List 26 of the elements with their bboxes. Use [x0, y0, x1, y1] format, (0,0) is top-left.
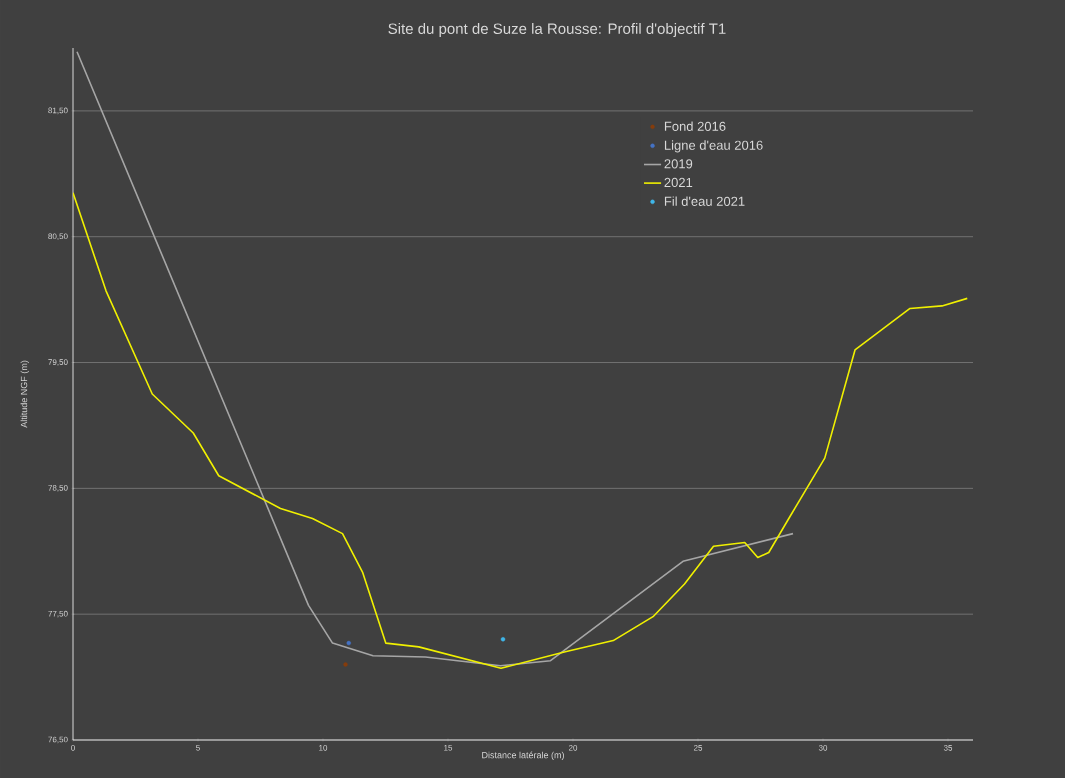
y-tick-label: 78,50: [48, 485, 68, 492]
x-tick-label: 5: [196, 745, 200, 751]
x-tick-label: 10: [319, 745, 328, 751]
legend-label: Ligne d'eau 2016: [664, 140, 763, 153]
legend-label: 2019: [664, 159, 693, 169]
x-tick-label: 30: [818, 745, 828, 751]
y-tick-label: 80,50: [48, 233, 68, 241]
point: [500, 637, 506, 642]
y-tick-label: 76,50: [48, 736, 68, 744]
x-tick-label: 20: [568, 745, 578, 751]
legend-label: Fond 2016: [664, 121, 726, 131]
x-tick-label: 0: [71, 745, 75, 751]
x-tick-label: 25: [693, 745, 703, 751]
y-axis-title: Altitude NGF (m): [20, 360, 29, 428]
point: [343, 662, 348, 667]
y-tick-label: 81,50: [48, 107, 68, 115]
legend-label: 2021: [664, 177, 693, 188]
chart-title: Site du pont de Suze la Rousse: Profil d'objectif T1: [388, 23, 726, 37]
x-tick-label: 15: [444, 745, 453, 751]
point: [346, 640, 351, 646]
x-axis-title: Distance latérale (m): [482, 751, 564, 761]
y-tick-label: 77,50: [48, 610, 68, 618]
legend-label: Fil d'eau 2021: [664, 196, 745, 206]
x-tick-label: 35: [943, 745, 953, 751]
y-tick-label: 79,50: [48, 359, 68, 366]
line-series: [76, 50, 794, 667]
